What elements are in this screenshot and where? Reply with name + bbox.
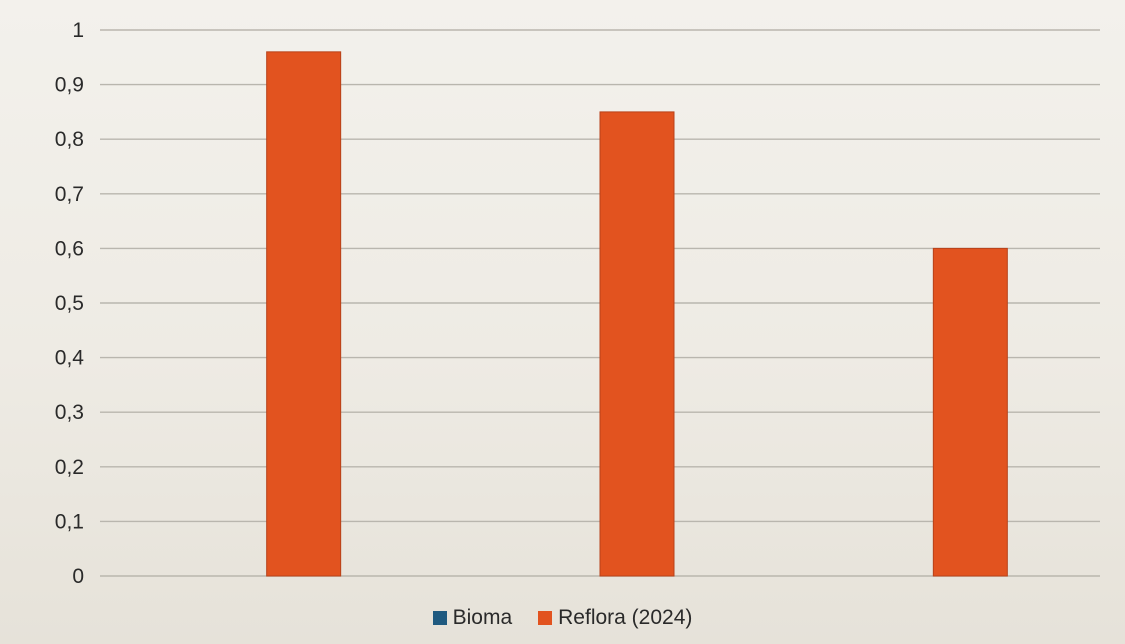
legend-label-reflora: Reflora (2024) bbox=[558, 606, 693, 629]
y-tick-label: 0,1 bbox=[55, 510, 84, 533]
y-tick-label: 0,5 bbox=[55, 292, 84, 315]
y-tick-label: 1 bbox=[72, 19, 84, 42]
y-axis-ticks: 0 0,1 0,2 0,3 0,4 0,5 0,6 0,7 0,8 0,9 1 bbox=[55, 19, 85, 588]
y-tick-label: 0,3 bbox=[55, 401, 84, 424]
y-tick-label: 0,4 bbox=[55, 347, 85, 370]
y-tick-label: 0,6 bbox=[55, 237, 84, 260]
y-tick-label: 0,2 bbox=[55, 456, 84, 479]
legend-item-bioma: Bioma bbox=[432, 606, 513, 630]
legend-swatch-bioma bbox=[432, 611, 447, 625]
legend-item-reflora: Reflora (2024) bbox=[538, 606, 692, 630]
bar-reflora-1 bbox=[266, 51, 342, 577]
legend-label-bioma: Bioma bbox=[452, 606, 513, 629]
y-tick-label: 0 bbox=[72, 565, 84, 588]
legend: Bioma Reflora (2024) bbox=[0, 606, 1125, 630]
legend-swatch-reflora bbox=[538, 611, 553, 625]
bar-reflora-3 bbox=[932, 247, 1008, 577]
bars bbox=[266, 51, 1008, 577]
bar-reflora-2 bbox=[599, 111, 675, 577]
y-tick-label: 0,8 bbox=[55, 128, 84, 151]
y-tick-label: 0,7 bbox=[55, 183, 84, 206]
y-tick-label: 0,9 bbox=[55, 74, 84, 97]
